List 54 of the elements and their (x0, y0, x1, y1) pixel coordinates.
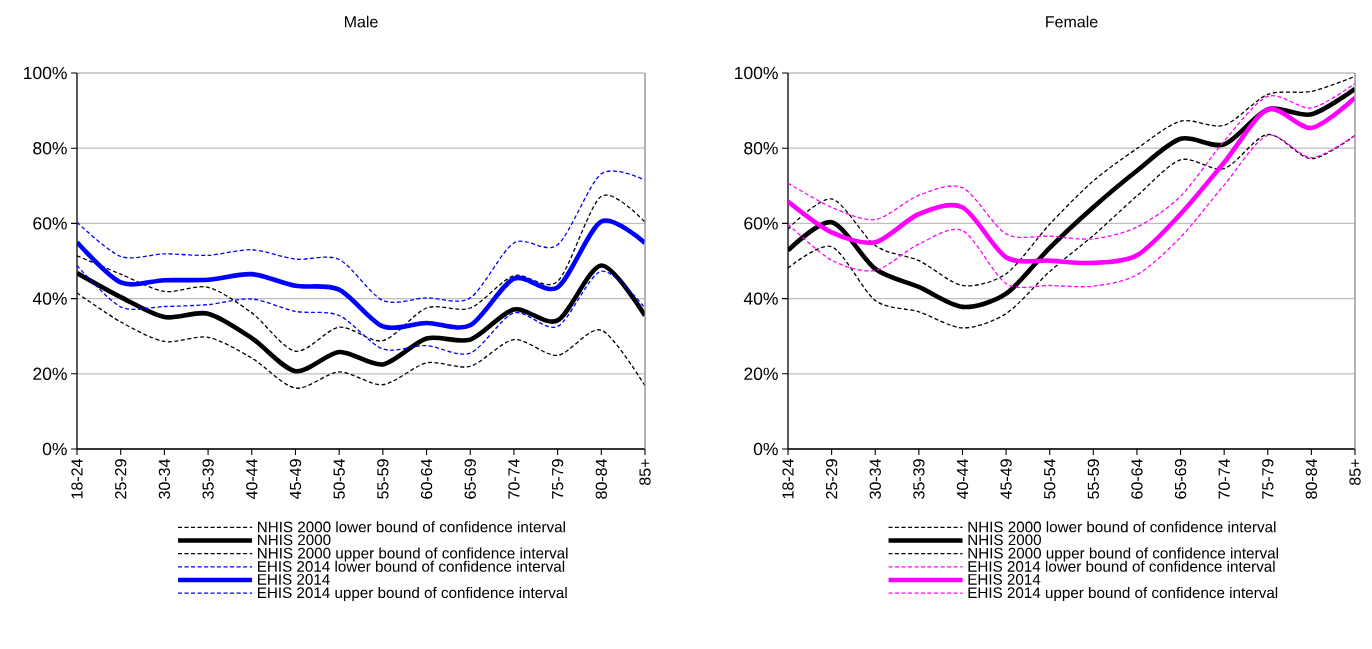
x-tick-label: 18-24 (782, 459, 794, 499)
x-tick-label: 85+ (1349, 459, 1361, 485)
x-tick-label: 50-54 (333, 459, 345, 499)
x-tick-label: 35-39 (913, 459, 925, 499)
legend-label: NHIS 2000 (968, 534, 1041, 546)
x-tick-label: 30-34 (158, 459, 171, 499)
y-tick-label: 40% (743, 292, 778, 305)
x-tick-label: 25-29 (825, 459, 838, 499)
x-tick-label: 75-79 (1262, 459, 1274, 499)
x-tick-label: 55-59 (377, 459, 389, 499)
x-tick-label: 80-84 (595, 459, 607, 499)
legend-label: EHIS 2014 upper bound of confidence interval (968, 586, 1278, 602)
y-tick-label: 20% (744, 367, 778, 380)
legend-label: EHIS 2014 (258, 574, 330, 585)
x-tick-label: 65-69 (1174, 459, 1187, 499)
x-tick-label: 18-24 (71, 459, 83, 499)
legend-label: NHIS 2000 lower bound of confidence interval (968, 521, 1276, 533)
y-tick-label: 80% (744, 142, 778, 155)
y-tick-label: 20% (33, 367, 67, 380)
x-tick-label: 85+ (639, 459, 651, 485)
x-tick-label: 75-79 (551, 459, 564, 499)
y-tick-label: 100% (24, 66, 67, 80)
chart-title: Male (344, 15, 378, 28)
y-tick-label: 80% (33, 142, 67, 155)
legend-label: NHIS 2000 (258, 534, 331, 546)
x-tick-label: 30-34 (869, 459, 881, 499)
x-tick-label: 65-69 (464, 459, 476, 499)
x-tick-label: 45-49 (289, 459, 302, 500)
x-tick-label: 40-44 (956, 459, 969, 500)
legend-label: EHIS 2014 (968, 574, 1041, 585)
x-tick-label: 80-84 (1305, 459, 1318, 499)
x-tick-label: 55-59 (1087, 459, 1099, 499)
y-tick-label: 60% (744, 217, 778, 230)
y-tick-label: 100% (735, 66, 778, 80)
legend-label: EHIS 2014 lower bound of confidence interval (968, 560, 1275, 572)
y-tick-label: 0% (42, 442, 67, 456)
y-tick-label: 60% (33, 217, 67, 230)
x-tick-label: 70-74 (1218, 459, 1230, 499)
line-series (77, 264, 646, 355)
x-tick-label: 70-74 (508, 459, 520, 499)
y-tick-label: 40% (32, 292, 67, 305)
legend-label: EHIS 2014 upper bound of confidence interval (258, 586, 567, 602)
x-tick-label: 60-64 (420, 459, 433, 499)
y-tick-label: 0% (753, 442, 778, 456)
chart-title: Female (1046, 15, 1098, 28)
x-tick-label: 60-64 (1131, 459, 1143, 499)
x-tick-label: 40-44 (246, 459, 258, 500)
legend-label: EHIS 2014 lower bound of confidence interval (258, 560, 565, 572)
x-tick-label: 50-54 (1044, 459, 1056, 499)
x-tick-label: 25-29 (115, 459, 127, 499)
x-tick-label: 35-39 (202, 459, 214, 499)
legend-label: NHIS 2000 lower bound of confidence interval (258, 521, 565, 533)
line-series (788, 95, 1356, 266)
x-tick-label: 45-49 (1000, 459, 1012, 500)
